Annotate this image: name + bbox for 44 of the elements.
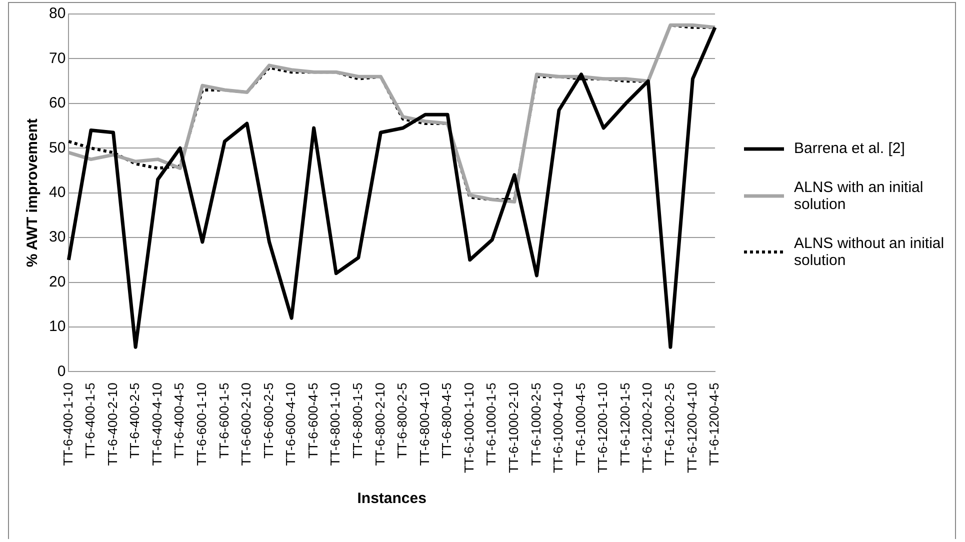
x-tick-label: TT-6-800-1-5 (350, 382, 365, 459)
x-tick-label: TT-6-1200-4-10 (684, 382, 700, 474)
x-tick-label: TT-6-1000-1-5 (484, 382, 499, 466)
y-tick-label: 10 (48, 318, 66, 336)
legend-label: Barrena et al. [2] (794, 140, 905, 157)
x-tick-label: TT-6-1200-4-5 (706, 382, 722, 466)
x-tick-label: TT-6-800-4-10 (416, 382, 432, 466)
x-tick-label: TT-6-600-2-5 (260, 382, 276, 459)
x-axis-title: Instances (357, 490, 426, 508)
y-tick-label: 0 (57, 362, 66, 380)
x-tick-label: TT-6-400-1-5 (82, 382, 98, 459)
x-tick-label: TT-6-600-1-10 (194, 382, 209, 466)
x-tick-label: TT-6-800-4-5 (439, 382, 454, 459)
x-tick-label: TT-6-800-1-10 (328, 382, 343, 466)
x-tick-label: TT-6-400-2-5 (127, 382, 142, 459)
x-tick-label: TT-6-800-2-5 (394, 382, 410, 459)
x-tick-label: TT-6-600-4-10 (283, 382, 298, 466)
x-tick-label: TT-6-600-2-10 (238, 382, 254, 466)
x-tick-label: TT-6-600-1-5 (216, 382, 232, 459)
y-tick-label: 70 (48, 50, 66, 67)
y-tick-label: 80 (48, 5, 66, 22)
x-tick-label: TT-6-400-4-5 (172, 382, 187, 459)
y-tick-label: 60 (48, 94, 66, 112)
x-tick-label: TT-6-1200-1-5 (617, 382, 632, 466)
x-tick-label: TT-6-1200-1-10 (595, 382, 610, 474)
y-axis-title: % AWT improvement (24, 118, 42, 268)
y-tick-label: 40 (48, 184, 66, 201)
x-tick-label: TT-6-400-1-10 (60, 382, 76, 466)
x-tick-label: TT-6-800-2-10 (372, 382, 388, 466)
x-tick-label: TT-6-1200-2-5 (662, 382, 678, 466)
x-tick-label: TT-6-600-4-5 (305, 382, 320, 459)
y-tick-label: 20 (48, 273, 66, 290)
x-tick-label: TT-6-1000-1-10 (461, 382, 476, 474)
y-tick-label: 50 (48, 139, 66, 156)
x-tick-label: TT-6-1000-4-10 (550, 382, 566, 474)
x-tick-label: TT-6-1000-2-5 (528, 382, 544, 466)
x-tick-label: TT-6-1000-4-5 (572, 382, 588, 466)
legend-label: ALNS without an initial solution (794, 235, 946, 269)
x-tick-label: TT-6-1000-2-10 (506, 382, 521, 474)
legend-label: ALNS with an initial solution (794, 179, 924, 213)
y-tick-label: 30 (48, 228, 66, 246)
x-tick-label: TT-6-400-4-10 (149, 382, 164, 466)
x-tick-label: TT-6-1200-2-10 (640, 382, 655, 474)
x-tick-label: TT-6-400-2-10 (104, 382, 120, 466)
